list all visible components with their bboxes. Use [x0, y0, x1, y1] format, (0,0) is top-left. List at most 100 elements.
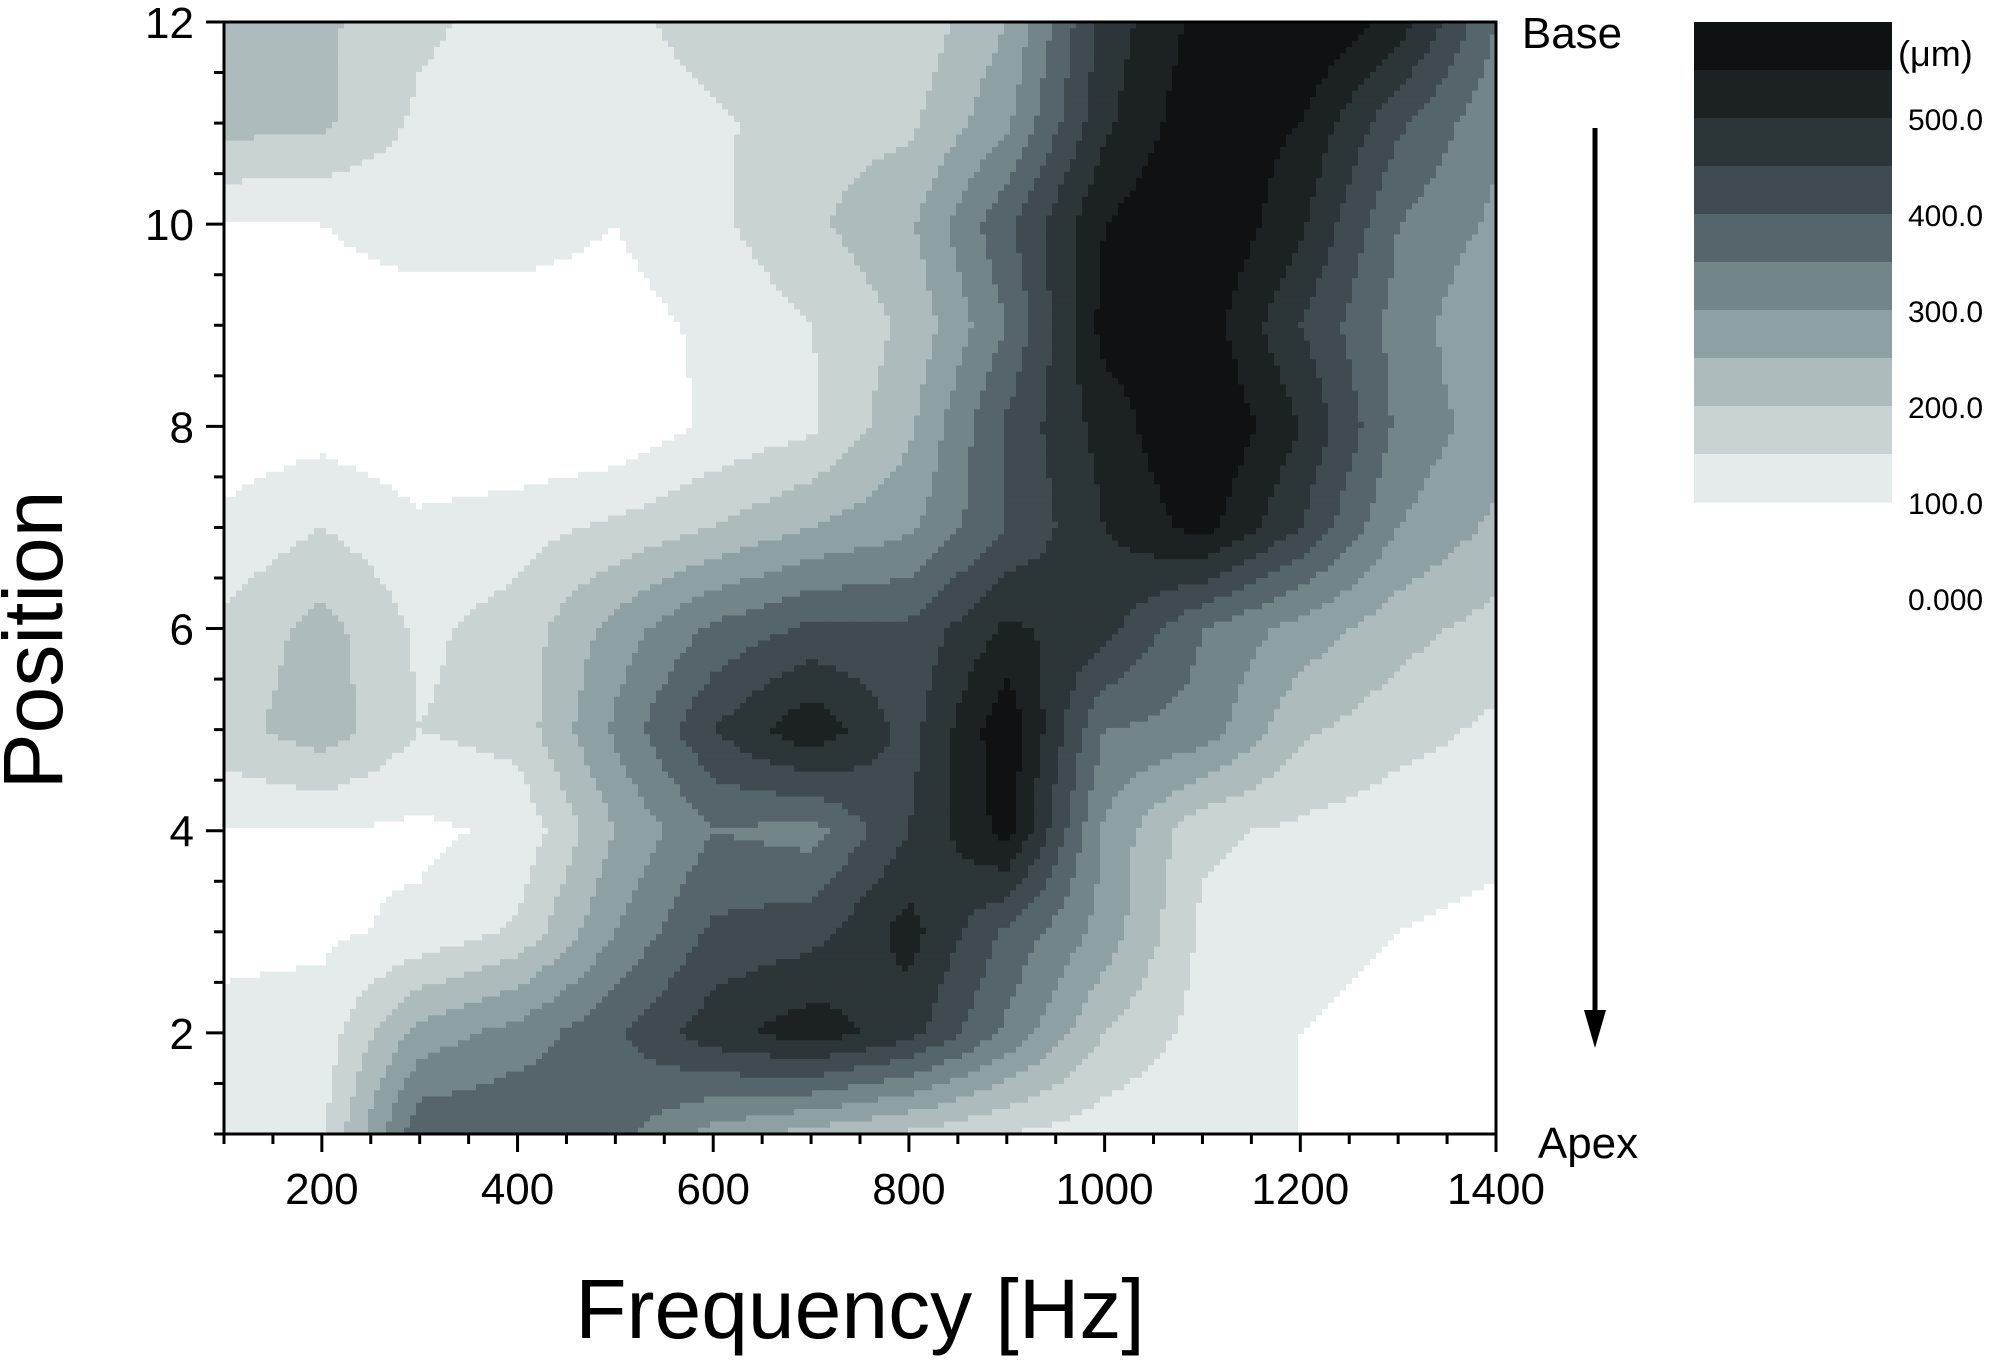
- contour-cell: [716, 41, 723, 48]
- contour-cell: [464, 34, 471, 41]
- contour-cell: [338, 34, 345, 41]
- contour-cell: [1148, 59, 1155, 66]
- contour-cell: [398, 53, 405, 60]
- contour-cell: [1160, 47, 1167, 54]
- contour-cell: [620, 34, 627, 41]
- contour-cell: [758, 41, 765, 48]
- contour-cell: [1064, 28, 1071, 35]
- contour-cell: [1154, 41, 1161, 48]
- contour-cell: [1034, 34, 1041, 41]
- contour-cell: [374, 53, 381, 60]
- contour-cell: [662, 53, 669, 60]
- contour-cell: [818, 59, 825, 66]
- contour-cell: [1352, 47, 1359, 54]
- contour-cell: [1172, 34, 1179, 41]
- contour-cell: [326, 41, 333, 48]
- contour-cell: [446, 28, 453, 35]
- contour-cell: [1178, 47, 1185, 54]
- contour-cell: [710, 53, 717, 60]
- contour-cell: [692, 28, 699, 35]
- contour-cell: [1412, 34, 1419, 41]
- contour-cell: [248, 59, 255, 66]
- contour-cell: [740, 41, 747, 48]
- contour-cell: [1478, 41, 1485, 48]
- contour-cell: [1004, 41, 1011, 48]
- contour-cell: [482, 47, 489, 54]
- contour-cell: [632, 34, 639, 41]
- contour-cell: [650, 28, 657, 35]
- contour-cell: [1232, 28, 1239, 35]
- contour-cell: [278, 41, 285, 48]
- contour-cell: [1016, 28, 1023, 35]
- contour-cell: [1370, 41, 1377, 48]
- contour-cell: [446, 34, 453, 41]
- contour-cell: [1052, 41, 1059, 48]
- contour-cell: [602, 28, 609, 35]
- contour-cell: [644, 47, 651, 54]
- contour-cell: [860, 59, 867, 66]
- contour-cell: [236, 59, 243, 66]
- contour-cell: [1124, 34, 1131, 41]
- contour-cell: [1376, 59, 1383, 66]
- contour-cell: [1424, 47, 1431, 54]
- contour-cell: [596, 28, 603, 35]
- contour-cell: [818, 41, 825, 48]
- contour-cell: [236, 47, 243, 54]
- contour-cell: [1376, 53, 1383, 60]
- contour-cell: [1046, 41, 1053, 48]
- contour-cell: [1196, 41, 1203, 48]
- contour-cell: [698, 53, 705, 60]
- contour-cell: [1124, 59, 1131, 66]
- contour-cell: [308, 47, 315, 54]
- contour-cell: [914, 53, 921, 60]
- contour-cell: [500, 34, 507, 41]
- contour-cell: [1238, 41, 1245, 48]
- contour-cell: [518, 28, 525, 35]
- contour-cell: [248, 47, 255, 54]
- contour-cell: [620, 53, 627, 60]
- contour-cell: [572, 34, 579, 41]
- contour-cell: [1286, 41, 1293, 48]
- contour-cell: [908, 41, 915, 48]
- contour-cell: [386, 41, 393, 48]
- contour-cell: [284, 34, 291, 41]
- contour-cell: [554, 59, 561, 66]
- contour-cell: [290, 47, 297, 54]
- contour-cell: [1424, 53, 1431, 60]
- contour-cell: [476, 59, 483, 66]
- contour-cell: [530, 53, 537, 60]
- contour-cell: [1472, 41, 1479, 48]
- contour-cell: [1208, 47, 1215, 54]
- contour-cell: [674, 59, 681, 66]
- contour-cell: [242, 59, 249, 66]
- contour-cell: [1310, 47, 1317, 54]
- contour-cell: [656, 59, 663, 66]
- contour-cell: [926, 41, 933, 48]
- contour-cell: [1310, 28, 1317, 35]
- contour-cell: [308, 41, 315, 48]
- contour-cell: [1304, 59, 1311, 66]
- contour-cell: [1028, 53, 1035, 60]
- contour-cell: [800, 28, 807, 35]
- contour-cell: [1436, 59, 1443, 66]
- contour-cell: [698, 28, 705, 35]
- contour-cell: [782, 53, 789, 60]
- contour-cell: [254, 66, 261, 73]
- contour-cell: [326, 28, 333, 35]
- contour-cell: [1286, 34, 1293, 41]
- contour-cell: [488, 28, 495, 35]
- contour-cell: [788, 28, 795, 35]
- contour-cell: [1262, 34, 1269, 41]
- contour-cell: [512, 34, 519, 41]
- contour-cell: [1298, 47, 1305, 54]
- contour-cell: [608, 41, 615, 48]
- contour-cell: [398, 47, 405, 54]
- contour-cell: [836, 28, 843, 35]
- contour-cell: [1316, 41, 1323, 48]
- contour-cell: [1250, 59, 1257, 66]
- contour-cell: [1460, 59, 1467, 66]
- contour-cell: [1394, 59, 1401, 66]
- contour-cell: [1046, 59, 1053, 66]
- contour-cell: [614, 34, 621, 41]
- contour-cell: [248, 41, 255, 48]
